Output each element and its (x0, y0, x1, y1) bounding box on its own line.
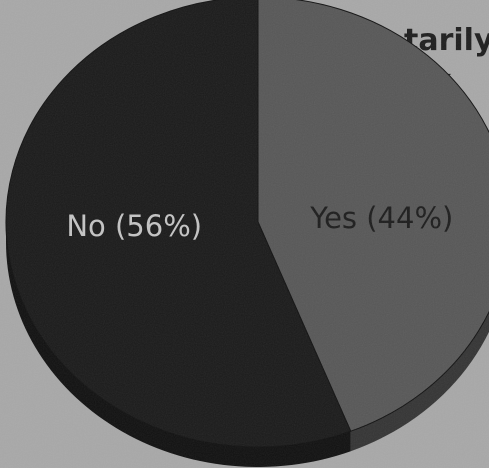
pie-labels: Yes (44%) No (56%) (66, 201, 453, 243)
pie-label-no-56: No (56%) (66, 209, 202, 243)
pie-depth-no-56 (6, 222, 351, 467)
pie-slice-no-56 (5, 0, 352, 448)
pie-slice-yes-44 (257, 0, 489, 432)
pie-label-yes-44: Yes (44%) (309, 201, 453, 235)
pie-slices (5, 0, 489, 448)
